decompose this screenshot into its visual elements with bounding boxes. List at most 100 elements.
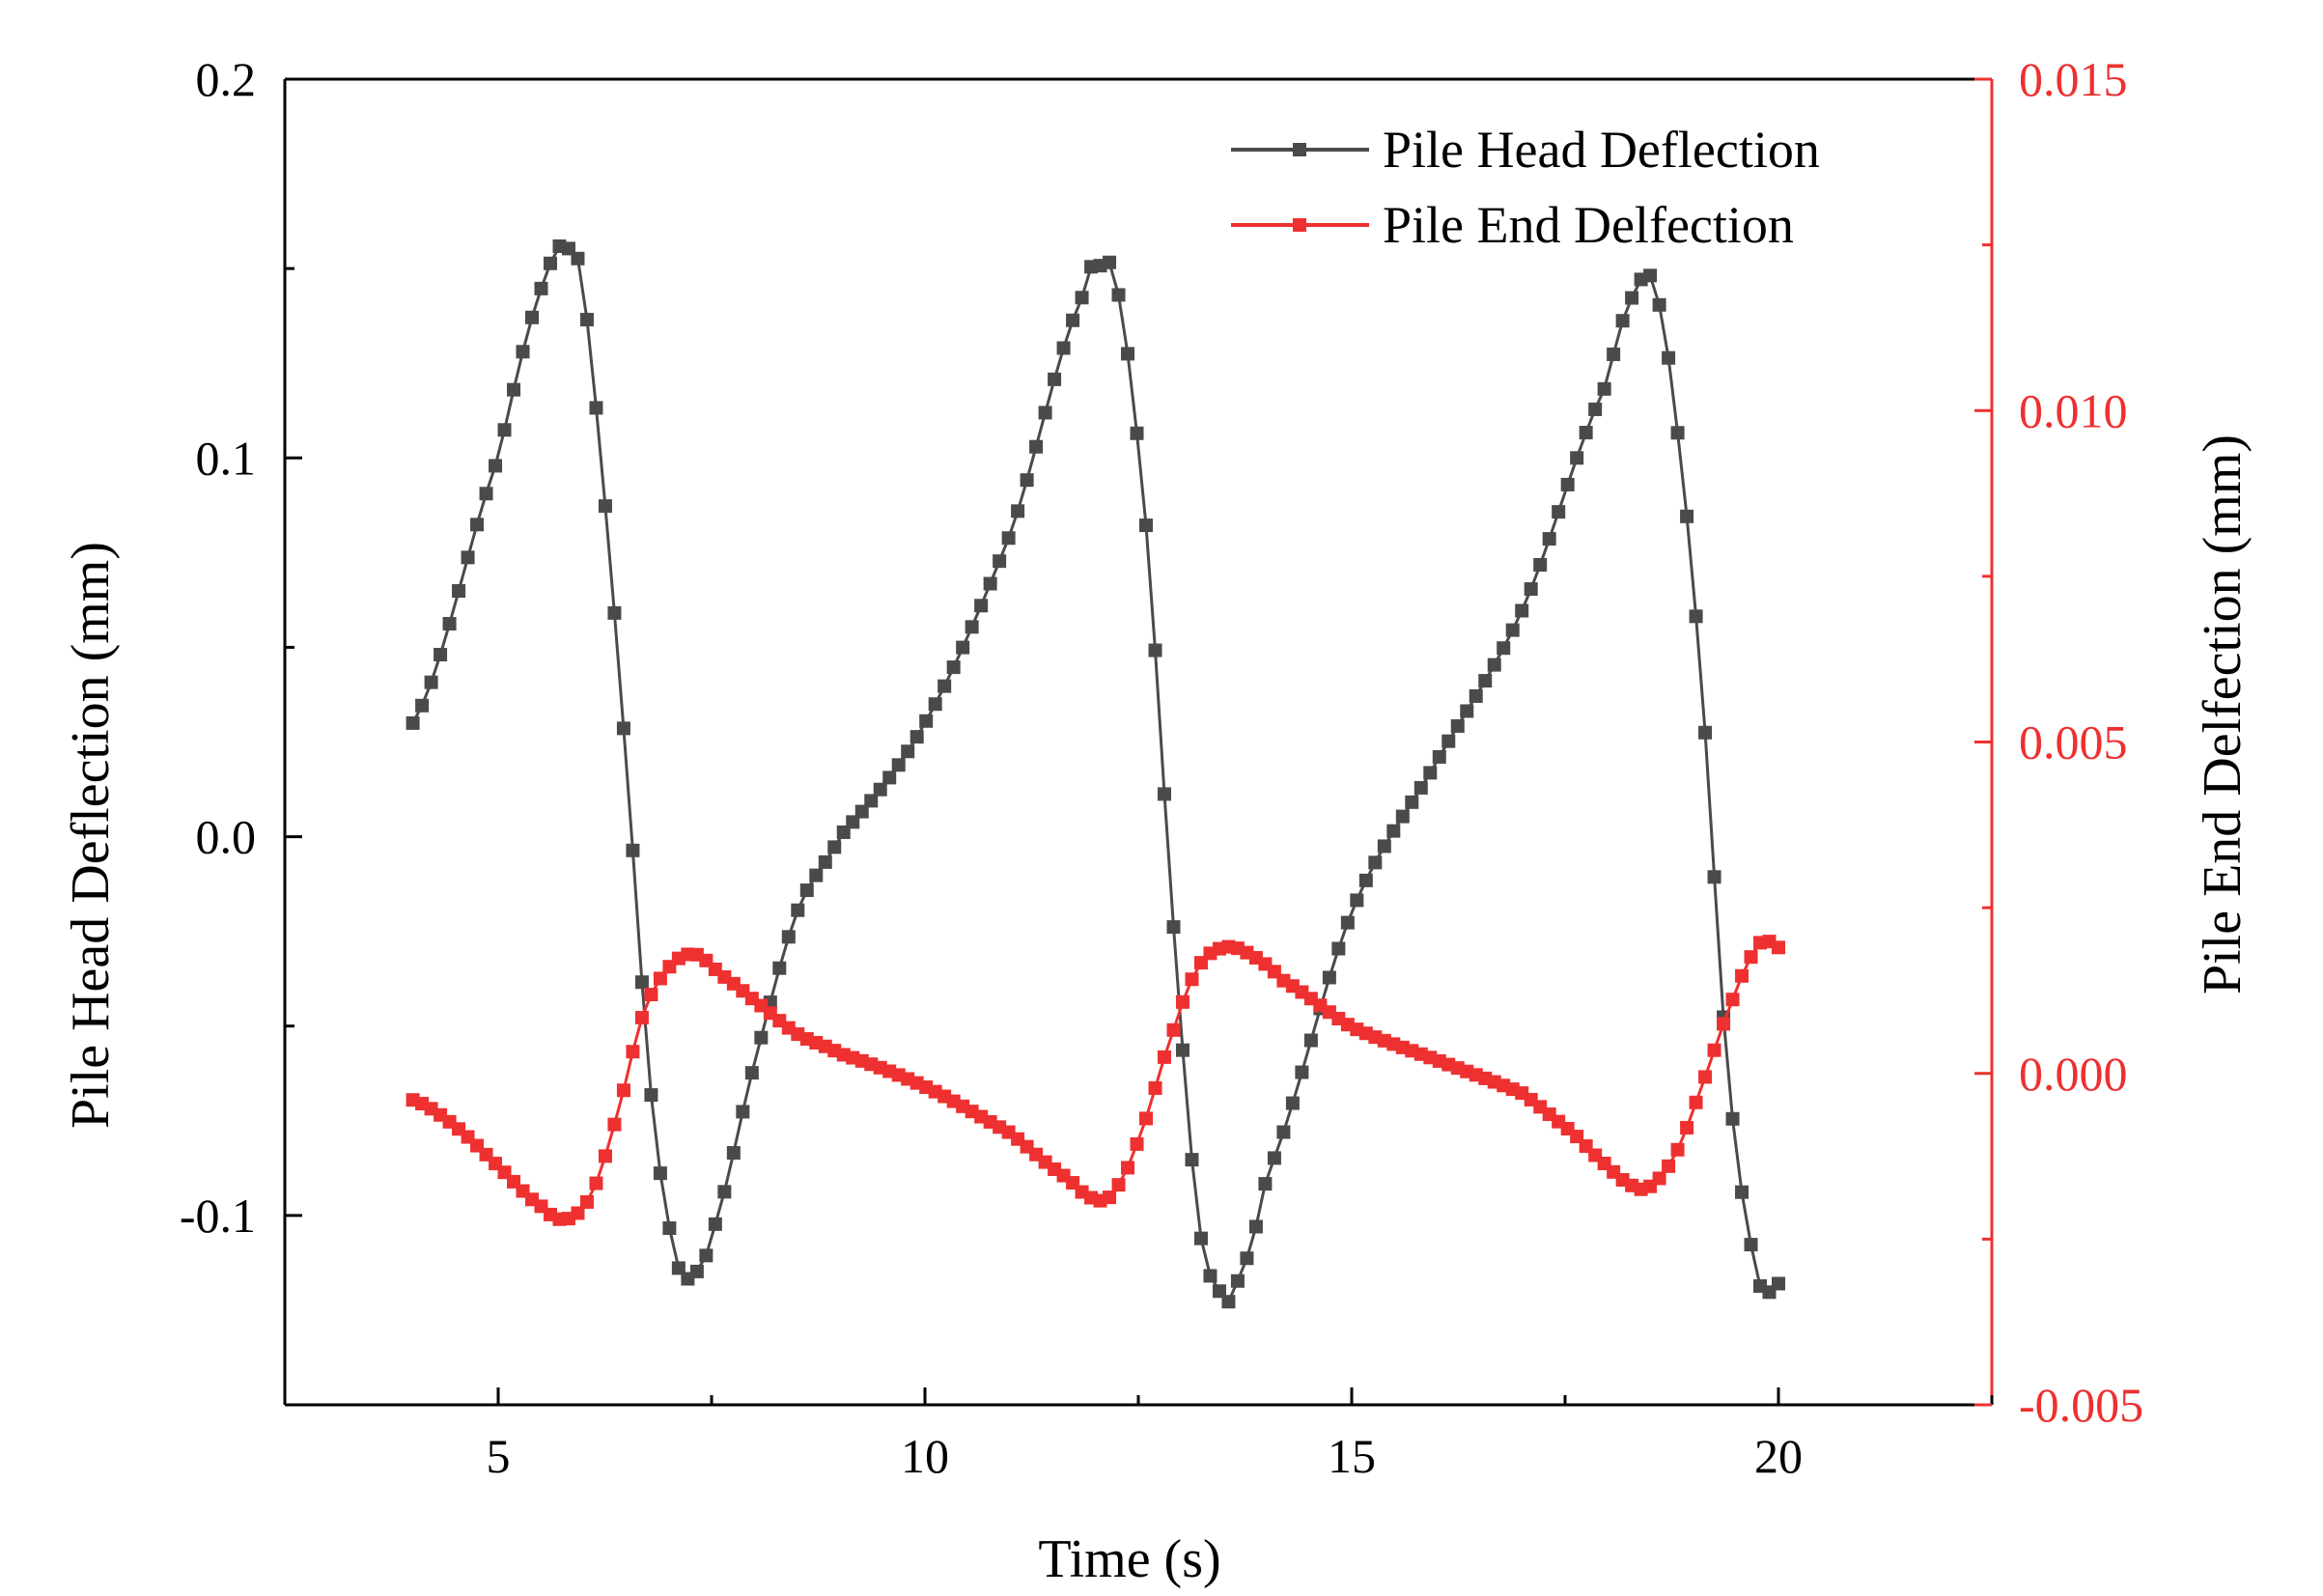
data-point [938, 679, 952, 693]
data-point [1643, 268, 1658, 283]
legend-marker-end [1293, 218, 1306, 232]
data-point [1111, 1178, 1126, 1192]
y2-tick-label: 0.000 [2019, 1047, 2128, 1101]
series-layer [406, 239, 1785, 1309]
data-point [1240, 1251, 1254, 1266]
data-point [1423, 766, 1438, 780]
data-point [634, 1011, 649, 1025]
data-point [1662, 1159, 1676, 1173]
data-point [1772, 940, 1785, 955]
data-point [653, 1166, 667, 1181]
data-point [901, 744, 915, 759]
data-point [827, 840, 842, 854]
data-point [1056, 341, 1071, 355]
data-point [1322, 970, 1336, 985]
data-point [1157, 1050, 1171, 1064]
data-point [1111, 288, 1126, 302]
data-point [589, 401, 603, 415]
data-point [424, 675, 438, 689]
data-point [1725, 1111, 1740, 1126]
data-point [1103, 1190, 1117, 1205]
data-point [1267, 1151, 1281, 1165]
data-point [836, 825, 851, 839]
data-point [1121, 1161, 1135, 1175]
y2-tick-label: 0.005 [2019, 715, 2128, 770]
data-point [919, 714, 934, 728]
data-point [1607, 347, 1621, 361]
legend-marker-head [1293, 143, 1306, 156]
data-point [781, 930, 796, 944]
data-point [626, 843, 640, 857]
data-point [1038, 406, 1052, 420]
x-axis-title: Time (s) [1038, 1529, 1220, 1589]
data-point [589, 1176, 603, 1190]
y-tick-label: 0.2 [196, 52, 257, 106]
data-point [1772, 1276, 1785, 1291]
data-point [534, 281, 548, 295]
data-point [1203, 1269, 1217, 1283]
data-point [461, 550, 475, 565]
data-point [1166, 920, 1181, 935]
data-point [1029, 439, 1044, 454]
data-point [634, 975, 649, 990]
data-point [1533, 557, 1548, 572]
x-tick-label: 5 [487, 1429, 511, 1483]
data-point [579, 313, 594, 327]
data-point [1350, 893, 1364, 908]
data-point [1011, 504, 1025, 518]
data-point [1185, 1153, 1199, 1167]
data-point [1377, 839, 1391, 854]
data-point [525, 310, 540, 324]
y-tick-label: -0.1 [180, 1189, 256, 1243]
data-point [516, 345, 530, 359]
data-point [415, 698, 430, 713]
series-pile-head [406, 239, 1785, 1309]
data-point [644, 988, 658, 1002]
data-point [791, 903, 805, 917]
legend: Pile Head Deflection Pile End Delfection [1231, 121, 1820, 254]
data-point [1276, 1125, 1291, 1139]
data-point [1460, 704, 1474, 718]
data-point [1579, 426, 1593, 440]
data-point [846, 815, 860, 829]
data-point [1680, 509, 1694, 523]
data-point [1552, 505, 1566, 519]
data-point [726, 1146, 741, 1161]
data-point [497, 423, 512, 437]
data-point [1020, 473, 1034, 488]
data-point [974, 599, 989, 613]
data-point [543, 256, 557, 270]
data-point [1441, 734, 1456, 748]
data-point [598, 499, 612, 514]
data-point [910, 730, 924, 744]
data-point [1588, 402, 1603, 416]
data-point [1395, 809, 1410, 824]
data-point [1744, 950, 1758, 965]
data-point [579, 1194, 594, 1209]
data-point [1680, 1121, 1694, 1135]
data-point [1717, 1017, 1731, 1031]
x-tick-label: 15 [1328, 1429, 1376, 1483]
data-point [1295, 1065, 1309, 1079]
data-point [1130, 426, 1144, 440]
data-point [1193, 1231, 1208, 1246]
data-point [965, 620, 979, 634]
data-point [1258, 1177, 1273, 1191]
y-axis-title: Pile Head Deflection (mm) [61, 542, 121, 1129]
data-point [1121, 347, 1135, 361]
data-point [1735, 1185, 1749, 1199]
data-point [1432, 749, 1446, 764]
data-point [754, 1030, 769, 1045]
data-point [993, 554, 1007, 569]
data-point [1130, 1136, 1144, 1151]
data-point [1707, 870, 1721, 884]
data-point [1570, 451, 1584, 465]
data-point [1221, 1295, 1236, 1309]
data-point [882, 770, 897, 785]
data-point [1625, 291, 1639, 305]
data-point [1386, 824, 1401, 838]
data-point [1413, 780, 1428, 795]
data-point [479, 487, 493, 501]
data-point [1478, 674, 1493, 688]
